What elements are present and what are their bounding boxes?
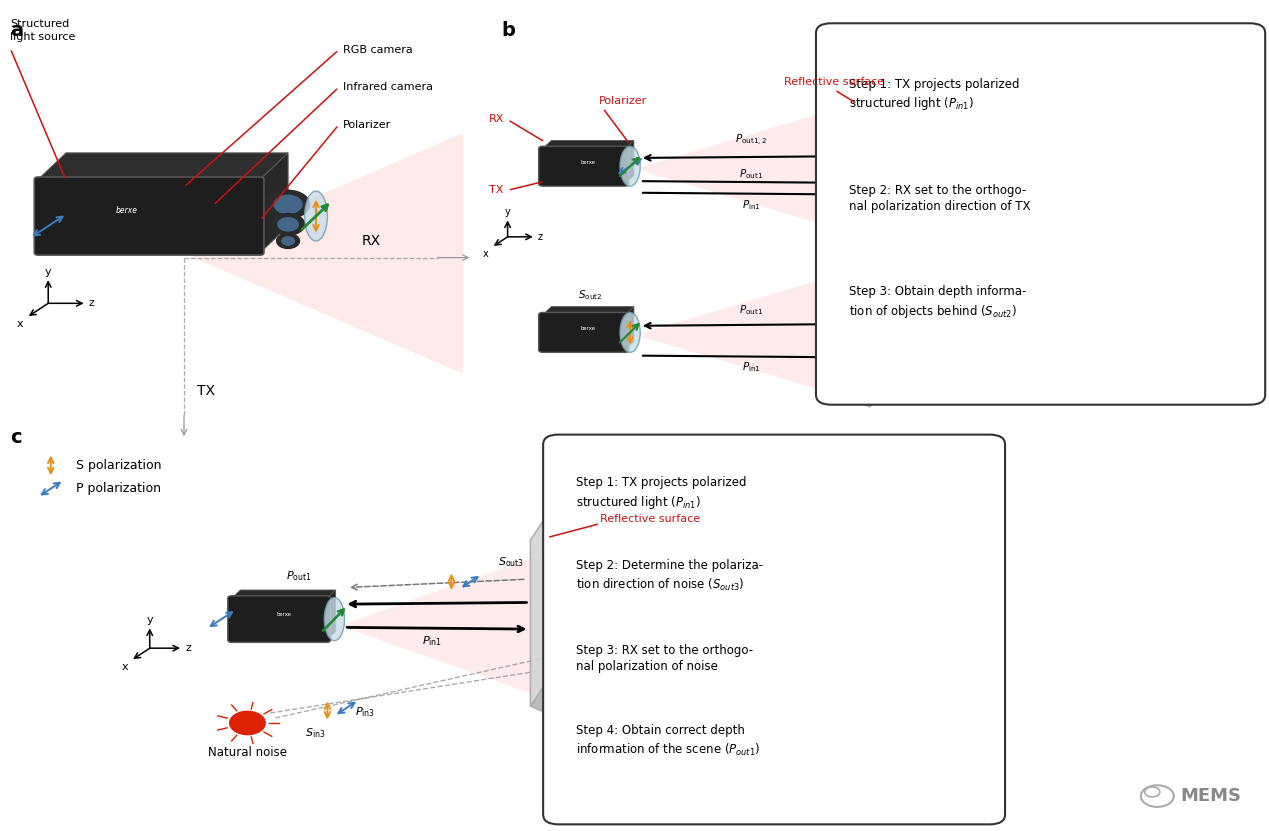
FancyBboxPatch shape — [543, 435, 1005, 824]
Circle shape — [266, 190, 310, 219]
Text: $P_{\rm out1}$: $P_{\rm out1}$ — [739, 303, 764, 317]
Text: y: y — [44, 267, 52, 277]
Text: Step 1: TX projects polarized
structured light ($P_{in1}$): Step 1: TX projects polarized structured… — [576, 476, 746, 510]
Text: x: x — [122, 662, 128, 672]
Polygon shape — [636, 106, 845, 231]
Circle shape — [278, 218, 298, 231]
Text: TX: TX — [197, 384, 214, 397]
Text: b: b — [501, 21, 515, 40]
Polygon shape — [327, 590, 335, 640]
Polygon shape — [624, 307, 634, 350]
Text: Step 4: Obtain correct depth
information of the scene ($P_{out1}$): Step 4: Obtain correct depth information… — [576, 725, 760, 758]
Text: $S_{\rm out2}$: $S_{\rm out2}$ — [898, 297, 921, 311]
Polygon shape — [260, 153, 288, 253]
Polygon shape — [848, 254, 860, 397]
FancyBboxPatch shape — [34, 177, 264, 255]
Circle shape — [272, 214, 305, 235]
Polygon shape — [636, 273, 845, 397]
Text: Step 3: Obtain depth informa-
tion of objects behind ($S_{out2}$): Step 3: Obtain depth informa- tion of ob… — [849, 285, 1027, 320]
Ellipse shape — [621, 312, 641, 352]
Polygon shape — [543, 140, 634, 149]
Text: S polarization: S polarization — [76, 459, 161, 472]
Polygon shape — [848, 379, 884, 407]
Text: Step 3: RX set to the orthogo-
nal polarization of noise: Step 3: RX set to the orthogo- nal polar… — [576, 644, 754, 673]
Circle shape — [277, 234, 299, 248]
Polygon shape — [848, 213, 884, 241]
Text: $P_{\rm in1}$: $P_{\rm in1}$ — [742, 361, 760, 375]
FancyBboxPatch shape — [538, 146, 629, 186]
Text: Polarizer: Polarizer — [343, 120, 391, 130]
Text: $P_{\rm in3}$: $P_{\rm in3}$ — [355, 706, 376, 719]
Circle shape — [886, 317, 942, 353]
Text: $P_{\rm in1}$: $P_{\rm in1}$ — [742, 198, 760, 212]
Polygon shape — [38, 153, 288, 179]
Text: z: z — [538, 232, 543, 242]
Text: $P_{\rm out1,2}$: $P_{\rm out1,2}$ — [735, 133, 768, 148]
Ellipse shape — [325, 597, 345, 641]
Text: z: z — [89, 298, 95, 308]
Text: c: c — [10, 428, 22, 447]
Circle shape — [886, 150, 942, 187]
Polygon shape — [340, 538, 586, 713]
Text: Polarizer: Polarizer — [599, 96, 647, 106]
Ellipse shape — [305, 191, 327, 241]
Text: RX: RX — [362, 234, 381, 248]
Text: MEMS: MEMS — [1180, 787, 1241, 805]
Text: berxe: berxe — [580, 160, 595, 165]
Text: Reflective surface: Reflective surface — [784, 77, 884, 87]
Text: P polarization: P polarization — [76, 482, 161, 495]
FancyBboxPatch shape — [538, 312, 629, 352]
Text: $P_{\rm out2}$: $P_{\rm out2}$ — [858, 297, 879, 311]
Polygon shape — [184, 133, 463, 374]
Text: a: a — [10, 21, 23, 40]
Text: RGB camera: RGB camera — [343, 45, 412, 55]
Text: $P_{\rm in1}$: $P_{\rm in1}$ — [423, 634, 443, 648]
Text: Structured
light source: Structured light source — [10, 19, 76, 42]
Circle shape — [230, 711, 265, 735]
Text: Infrared camera: Infrared camera — [343, 82, 433, 92]
Text: berxe: berxe — [580, 326, 595, 331]
Polygon shape — [624, 140, 634, 184]
Text: $S_{\rm out3}$: $S_{\rm out3}$ — [499, 555, 524, 569]
Text: $P_{\rm out1}$: $P_{\rm out1}$ — [739, 167, 764, 181]
Text: x: x — [482, 249, 489, 259]
Text: Natural noise: Natural noise — [208, 746, 287, 760]
Ellipse shape — [621, 146, 641, 186]
FancyBboxPatch shape — [228, 596, 330, 642]
Text: $P_{\rm out2}$: $P_{\rm out2}$ — [858, 130, 879, 144]
Text: z: z — [185, 643, 192, 653]
Text: $S_{\rm out2}$: $S_{\rm out2}$ — [898, 130, 921, 144]
Text: $P_{\rm out1}$: $P_{\rm out1}$ — [286, 569, 311, 583]
Text: Step 2: RX set to the orthogo-
nal polarization direction of TX: Step 2: RX set to the orthogo- nal polar… — [849, 184, 1030, 214]
Polygon shape — [232, 590, 335, 598]
Polygon shape — [530, 517, 546, 706]
Circle shape — [282, 237, 294, 245]
Text: RX: RX — [489, 114, 504, 124]
Polygon shape — [530, 683, 569, 716]
Text: berxe: berxe — [277, 612, 292, 617]
Text: TX: TX — [490, 185, 504, 195]
Text: $S_{\rm in3}$: $S_{\rm in3}$ — [305, 726, 325, 740]
Text: berxe: berxe — [115, 206, 138, 215]
Text: Step 2: Determine the polariza-
tion direction of noise ($S_{out3}$): Step 2: Determine the polariza- tion dir… — [576, 559, 763, 593]
Text: $S_{\rm out2}$: $S_{\rm out2}$ — [577, 288, 603, 302]
Polygon shape — [543, 307, 634, 315]
Circle shape — [274, 195, 302, 214]
Text: x: x — [16, 319, 24, 329]
Text: y: y — [146, 615, 154, 625]
FancyBboxPatch shape — [816, 23, 1265, 405]
Polygon shape — [848, 88, 860, 231]
Text: Step 1: TX projects polarized
structured light ($P_{in1}$): Step 1: TX projects polarized structured… — [849, 77, 1019, 112]
Text: y: y — [505, 207, 510, 217]
Text: Reflective surface: Reflective surface — [600, 514, 700, 524]
